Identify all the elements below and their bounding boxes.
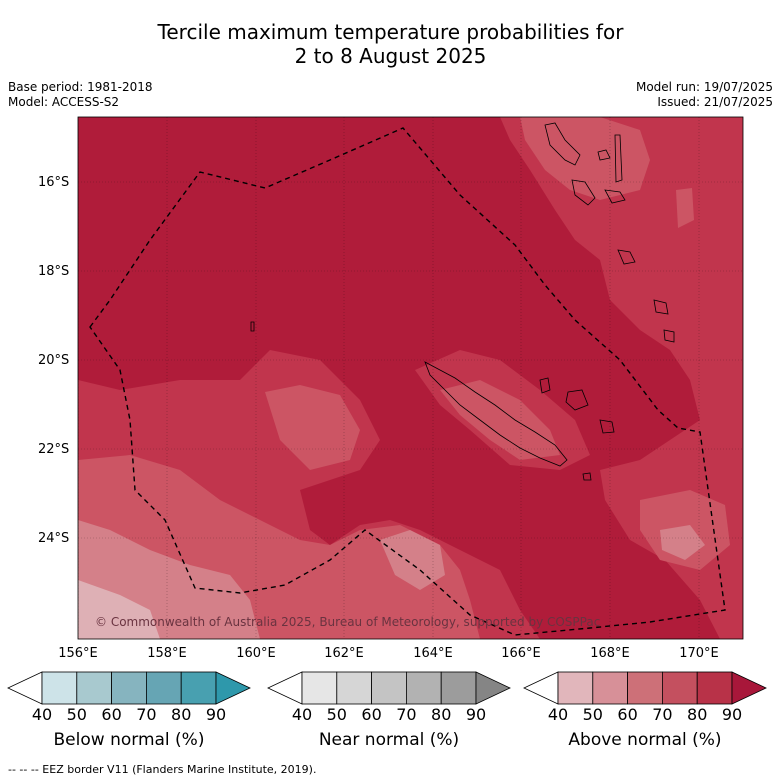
below-colorbar-over <box>215 671 251 705</box>
map-area: © Commonwealth of Australia 2025, Bureau… <box>78 117 743 639</box>
below-colorbar-segment <box>145 671 182 705</box>
near-colorbar-segment <box>371 671 407 705</box>
model-text: Model: ACCESS-S2 <box>8 95 120 109</box>
below-colorbar-tick: 40 <box>31 705 53 724</box>
above-colorbar-over <box>731 671 767 705</box>
above-60-70-region-mid <box>265 385 360 470</box>
above-colorbar-title: Above normal (%) <box>568 730 722 750</box>
vanuatu-island-2 <box>571 179 596 206</box>
below-colorbar-tick: 50 <box>66 705 87 724</box>
lon-label-158e: 158°E <box>147 646 187 661</box>
lat-label-22s: 22°S <box>38 442 70 457</box>
chart-title-line2: 2 to 8 August 2025 <box>294 44 487 68</box>
near-colorbar-segment <box>301 671 338 705</box>
near-colorbar-segment <box>336 671 372 705</box>
small-island-west <box>250 321 255 332</box>
lat-label-20s: 20°S <box>38 353 70 368</box>
near-colorbar-under <box>267 671 303 705</box>
loyalty-island-3 <box>599 419 615 434</box>
lon-label-166e: 166°E <box>501 646 541 661</box>
vanuatu-island-7 <box>653 299 669 315</box>
lon-label-170e: 170°E <box>679 646 719 661</box>
map-frame <box>77 116 744 640</box>
above-colorbar-under <box>523 671 559 705</box>
new-caledonia-island <box>424 361 568 467</box>
below-colorbar-segment <box>180 671 217 705</box>
above-colorbar-segment <box>627 671 663 705</box>
below-colorbar-segment <box>76 671 113 705</box>
near-colorbar-segment <box>405 671 442 705</box>
base-period-text: Base period: 1981-2018 <box>8 80 153 94</box>
lat-label-24s: 24°S <box>38 531 70 546</box>
isle-of-pines <box>582 472 592 481</box>
copyright-text: © Commonwealth of Australia 2025, Bureau… <box>95 615 600 629</box>
below-colorbar-tick: 70 <box>136 705 157 724</box>
eez-border <box>89 127 726 636</box>
above-60-70-region-far-east <box>676 188 694 228</box>
meta-left: Base period: 1981-2018 Model: ACCESS-S2 <box>8 80 153 110</box>
above-50-60-region-southeast <box>660 525 705 560</box>
meta-right: Model run: 19/07/2025 Issued: 21/07/2025 <box>636 80 773 110</box>
vanuatu-island-4 <box>614 134 623 183</box>
above-60-70-region-east <box>520 117 650 200</box>
below-colorbar-tick: 80 <box>171 705 192 724</box>
above-colorbar-segment <box>592 671 628 705</box>
vanuatu-island-8 <box>663 329 675 343</box>
near-colorbar-segment <box>440 671 477 705</box>
above-colorbar-tick: 80 <box>687 705 708 724</box>
near-colorbar-title: Near normal (%) <box>318 730 460 750</box>
lat-label-18s: 18°S <box>38 264 70 279</box>
above-colorbar-tick: 40 <box>547 705 569 724</box>
lon-label-160e: 160°E <box>236 646 276 661</box>
model-run-text: Model run: 19/07/2025 <box>635 80 773 94</box>
lon-label-164e: 164°E <box>413 646 453 661</box>
below-colorbar-tick: 90 <box>205 705 227 724</box>
above-colorbar-tick: 70 <box>652 705 673 724</box>
loyalty-island-2 <box>565 389 589 411</box>
colorbars <box>7 671 767 705</box>
near-colorbar-tick: 90 <box>465 705 487 724</box>
loyalty-island-1 <box>539 377 551 394</box>
above-50-60-region-south <box>380 530 445 590</box>
above-colorbar-tick: 60 <box>617 705 638 724</box>
vanuatu-island-3 <box>604 189 626 204</box>
below-colorbar-segment <box>41 671 78 705</box>
vanuatu-island-1 <box>544 122 581 166</box>
above-colorbar-tick: 50 <box>582 705 603 724</box>
lat-label-16s: 16°S <box>38 175 70 190</box>
lon-label-156e: 156°E <box>58 646 98 661</box>
vanuatu-island-6 <box>617 249 636 265</box>
near-colorbar-tick: 60 <box>361 705 382 724</box>
near-colorbar-tick: 50 <box>326 705 347 724</box>
chart-title-line1: Tercile maximum temperature probabilitie… <box>157 20 624 44</box>
below-colorbar-tick: 60 <box>101 705 122 724</box>
issued-text: Issued: 21/07/2025 <box>657 95 773 109</box>
lon-label-168e: 168°E <box>590 646 630 661</box>
lon-label-162e: 162°E <box>324 646 364 661</box>
vanuatu-island-5 <box>597 149 611 161</box>
below-colorbar-title: Below normal (%) <box>53 730 205 750</box>
coastlines <box>250 122 675 481</box>
above-40-50-region-southwest <box>78 580 160 639</box>
above-colorbar-segment <box>557 671 594 705</box>
near-colorbar-tick: 80 <box>431 705 452 724</box>
above-colorbar-tick: 90 <box>721 705 743 724</box>
eez-legend-note: -- -- -- EEZ border V11 (Flanders Marine… <box>8 763 317 776</box>
above-60-70-region-ncal <box>440 380 560 460</box>
below-colorbar-under <box>7 671 43 705</box>
above-colorbar-segment <box>662 671 698 705</box>
near-colorbar-over <box>475 671 511 705</box>
below-colorbar-segment <box>111 671 147 705</box>
near-colorbar-tick: 40 <box>291 705 313 724</box>
above-colorbar-segment <box>696 671 733 705</box>
near-colorbar-tick: 70 <box>396 705 417 724</box>
